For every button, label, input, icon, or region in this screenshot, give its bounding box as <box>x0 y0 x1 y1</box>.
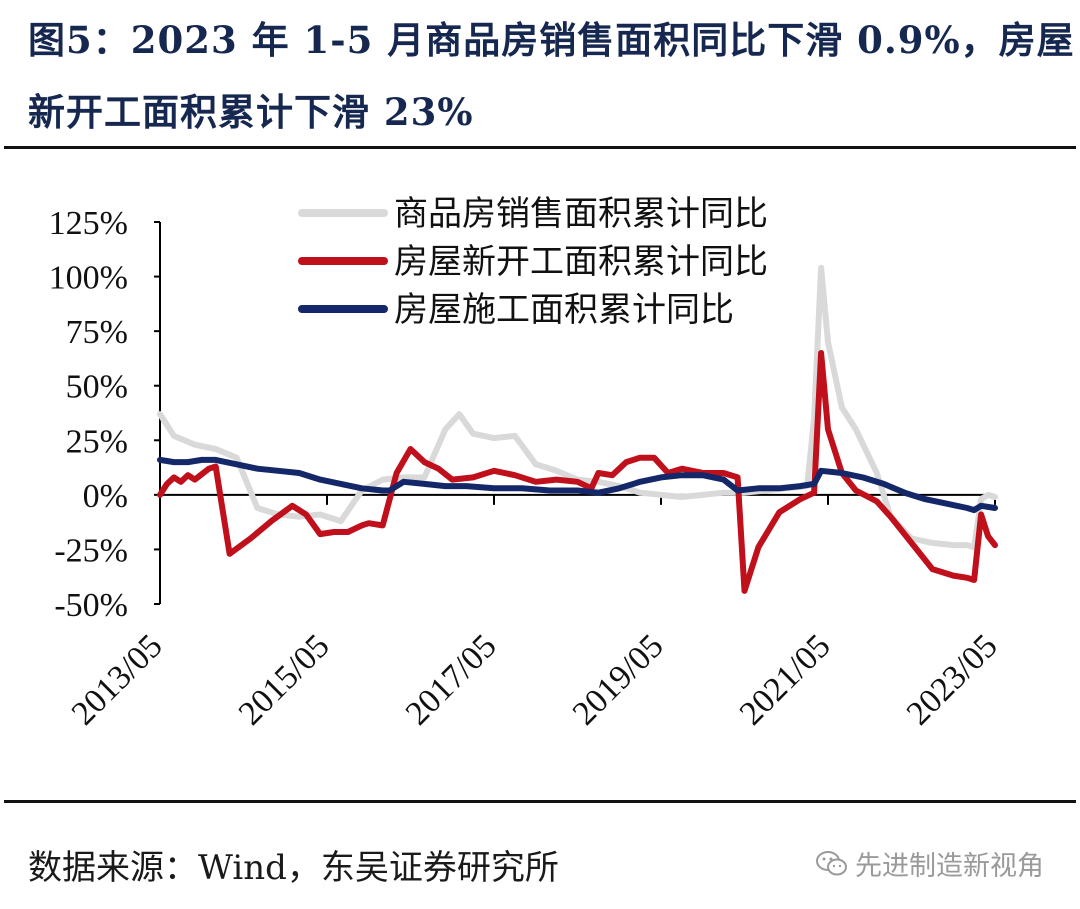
top-divider <box>4 146 1076 149</box>
bottom-divider <box>4 800 1076 803</box>
y-tick-label: -25% <box>54 532 128 569</box>
chart-title-line-1: 图5：2023 年 1-5 月商品房销售面积同比下滑 0.9%，房屋 <box>28 18 1075 62</box>
line-chart: -50% -25% 0% 25% 50% 75% 100% 125% 2013/05 2015/… <box>49 194 1005 732</box>
series-line-2 <box>157 350 998 594</box>
y-tick-label: 125% <box>49 205 128 242</box>
series-lines <box>157 264 998 594</box>
x-tick-label: 2015/05 <box>232 627 337 732</box>
y-axis-tick-labels: -50% -25% 0% 25% 50% 75% 100% 125% <box>49 205 128 624</box>
legend-label-2: 房屋新开工面积累计同比 <box>394 242 768 282</box>
watermark: 先进制造新视角 <box>815 844 1044 883</box>
data-source-note: 数据来源：Wind，东吴证券研究所 <box>28 848 559 888</box>
x-tick-label: 2013/05 <box>65 627 170 732</box>
legend-label-3: 房屋施工面积累计同比 <box>394 290 734 330</box>
wechat-icon <box>816 850 847 875</box>
x-axis-tick-labels: 2013/05 2015/05 2017/05 2019/05 2021/05 2023/… <box>65 627 1005 732</box>
legend-label-1: 商品房销售面积累计同比 <box>394 194 768 234</box>
y-tick-label: 25% <box>66 423 128 460</box>
y-tick-label: 75% <box>66 314 128 351</box>
chart-title-line-2: 新开工面积累计下滑 23% <box>28 90 474 134</box>
y-tick-label: 0% <box>83 478 128 515</box>
x-tick-label: 2023/05 <box>900 627 1005 732</box>
y-tick-label: 100% <box>49 260 128 297</box>
watermark-text: 先进制造新视角 <box>855 851 1044 882</box>
series-line-3 <box>157 456 998 514</box>
x-tick-label: 2019/05 <box>566 627 671 732</box>
x-tick-label: 2017/05 <box>399 627 504 732</box>
x-tick-label: 2021/05 <box>733 627 838 732</box>
y-tick-label: 50% <box>66 369 128 406</box>
y-tick-label: -50% <box>54 587 128 624</box>
